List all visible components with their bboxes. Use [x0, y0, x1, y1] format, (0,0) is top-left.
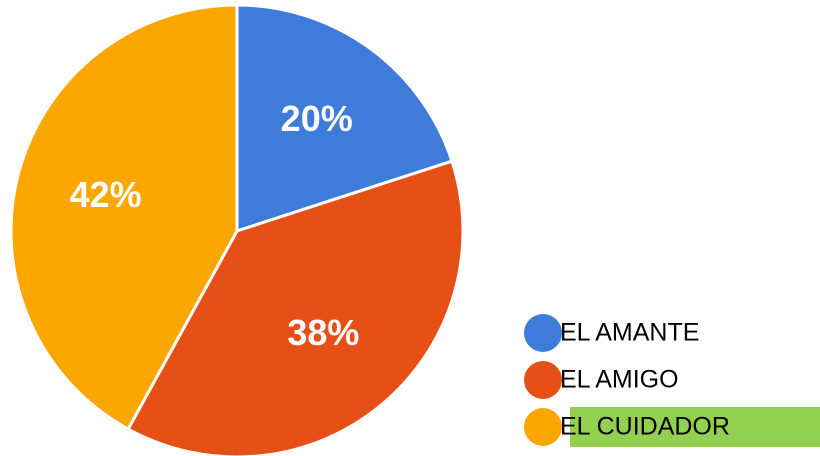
data-label: 20% — [281, 98, 353, 139]
legend-swatch — [524, 314, 562, 352]
pie-slice — [235, 3, 454, 234]
legend-highlight — [570, 407, 820, 447]
legend-label: EL AMIGO — [560, 366, 679, 394]
pie-slice — [9, 3, 239, 432]
legend-label: EL CUIDADOR — [560, 413, 730, 441]
legend-label: EL AMANTE — [560, 319, 699, 347]
legend-swatch — [524, 408, 562, 446]
legend-swatch — [524, 361, 562, 399]
data-label: 42% — [70, 174, 142, 215]
data-label: 38% — [287, 312, 359, 353]
pie-slice — [126, 159, 465, 456]
